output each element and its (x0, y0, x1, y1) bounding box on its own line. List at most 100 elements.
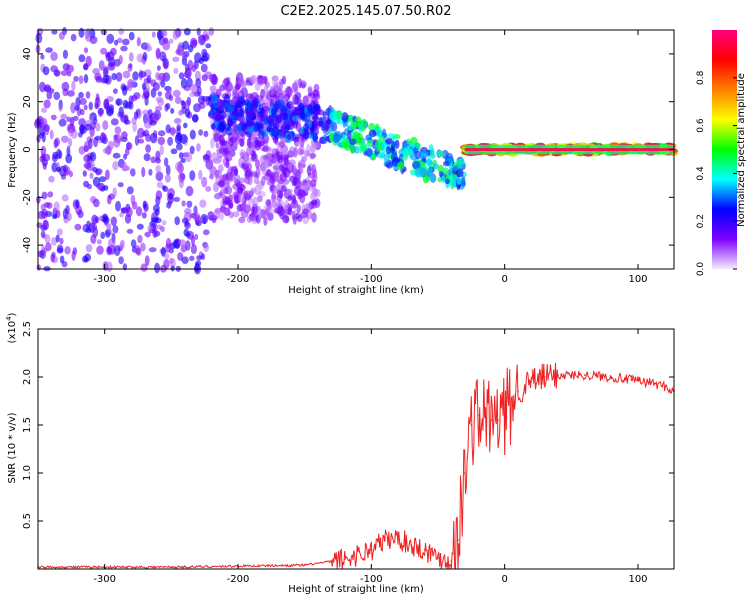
spectrogram-cell (46, 91, 53, 100)
spectrogram-cell (136, 247, 142, 256)
colorbar-ticks: 0.0 0.2 0.4 0.6 0.8 (696, 70, 737, 276)
spectrogram-cell (163, 157, 169, 167)
spectrogram-cell (312, 132, 318, 143)
spectrogram-cell (219, 211, 224, 221)
snr-point (450, 560, 453, 563)
spectrogram-cell (36, 222, 43, 229)
spectrogram-cell (40, 54, 45, 60)
spectrogram-cell (299, 111, 305, 121)
spectrogram-cell (154, 262, 161, 274)
snr-point (570, 374, 573, 376)
spectrogram-cell (49, 129, 54, 140)
spectrogram-cell (114, 126, 122, 135)
spectrogram-cell (194, 233, 199, 241)
spectrogram-cell (61, 81, 70, 92)
spectrogram-cell (110, 216, 118, 227)
spectrogram-cell (203, 154, 211, 163)
spectrogram-cell (103, 148, 108, 154)
spectrogram-cell (99, 176, 107, 183)
spectrogram-cell (385, 137, 393, 145)
spectrogram-cell (98, 215, 104, 222)
spectrogram-cell (48, 175, 55, 183)
spectrogram-cell (184, 221, 191, 229)
spectrogram-cell (176, 132, 183, 142)
spectrogram-cell (84, 123, 92, 131)
spectrogram-cell (437, 150, 445, 158)
spectrogram-cells (34, 27, 679, 275)
spectrogram-cell (73, 75, 79, 82)
spectrogram-cell (135, 206, 143, 217)
spectrogram-cell (220, 139, 227, 146)
spectrogram-cell (64, 246, 71, 255)
spectrogram-cell (137, 234, 143, 244)
spectrogram-cell (92, 167, 98, 173)
spectrogram-cell (260, 114, 265, 123)
spectrogram-cell (293, 79, 300, 88)
spectrogram-cell (140, 242, 146, 252)
spectrogram-cell (269, 148, 278, 155)
spectrogram-cell (380, 142, 387, 154)
spectrogram-cell (198, 129, 204, 136)
spectrogram-band-core (464, 148, 674, 151)
spectrogram-cell (175, 49, 181, 55)
spectrogram-cell (88, 138, 93, 150)
spectrogram-cell (257, 130, 265, 140)
spectrogram-cell (51, 29, 58, 35)
spectrogram-cell (60, 113, 68, 120)
spectrogram-cell (126, 186, 134, 195)
spectrogram-cell (228, 201, 233, 209)
spectrogram-cell (402, 151, 409, 161)
spectrogram-cell (42, 162, 47, 170)
spectrogram-cell (136, 53, 144, 63)
spectrogram-cell (132, 71, 139, 81)
spectrogram-cell (313, 188, 321, 198)
spectrogram-cell (287, 195, 293, 202)
spectrogram-cell (445, 152, 454, 164)
spectrogram-cell (241, 122, 247, 131)
snr-point (543, 376, 546, 378)
spectrogram-cell (286, 133, 292, 140)
snr-point (503, 414, 506, 417)
spectrogram-cell (329, 111, 337, 122)
spectrogram-cell (191, 64, 197, 72)
spectrogram-cell (83, 64, 88, 70)
spectrogram-cell (430, 175, 436, 183)
snr-point (303, 564, 306, 566)
spectrogram-cell (70, 102, 76, 114)
spectrogram-cell (170, 108, 175, 114)
spectrogram-cell (246, 162, 252, 173)
spectrogram-cell (311, 199, 318, 206)
spectrogram-cell (79, 108, 85, 116)
spectrogram-cell (261, 175, 266, 186)
spectrogram-cell (232, 211, 240, 218)
spectrogram-cell (232, 121, 238, 133)
spectrogram-cell (123, 153, 128, 160)
spectrogram-cell (223, 179, 231, 189)
spectrogram-cell (240, 209, 249, 218)
colorbar-tick-label: 0.6 (696, 118, 706, 133)
spectrogram-cell (313, 103, 320, 111)
colorbar-tick-label: 0.0 (696, 262, 706, 277)
spectrogram-cell (47, 191, 54, 198)
spectrogram-cell (360, 142, 368, 153)
spectrogram-cell (441, 175, 446, 183)
spectrogram-cell (147, 109, 153, 118)
spectrogram-cell (143, 91, 150, 99)
spectrogram-cell (276, 144, 282, 152)
spectrogram-x-ticks: -300 -200 -100 0 100 (93, 30, 648, 285)
spectrogram-cell (107, 62, 116, 71)
spectrogram-cell (370, 153, 376, 161)
spectrogram-cell (189, 170, 196, 181)
spectrogram-cell (217, 180, 225, 187)
spectrogram-cell (89, 126, 95, 137)
spectrogram-cell (288, 175, 296, 183)
spectrogram-cell (105, 169, 110, 181)
spectrogram-cell (92, 198, 100, 208)
spectrogram-cell (102, 213, 109, 222)
spectrogram-cell (248, 120, 255, 127)
spectrogram-cell (61, 194, 69, 202)
spectrogram-cell (208, 27, 215, 36)
spectrogram-cell (65, 205, 70, 215)
spectrogram-cell (72, 115, 79, 121)
y-tick-label: 2.5 (22, 321, 33, 337)
